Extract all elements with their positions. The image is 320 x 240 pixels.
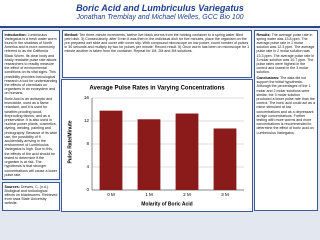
y-axis-label: Pulse Rate/Minute xyxy=(67,120,73,163)
conclusions: Conclusions: The data did not support th… xyxy=(257,76,316,135)
text: Ten three-minute increments, twelve live… xyxy=(64,32,250,54)
x-tick-label: 1 M xyxy=(145,192,153,197)
bar xyxy=(213,128,237,190)
text: The average pulse rate in spring water w… xyxy=(256,32,315,75)
text: Lumbriculus Variegatus is a fresh water … xyxy=(4,32,58,96)
x-tick-label: 0 M xyxy=(107,192,115,197)
results-conclusions: Results: The average pulse rate in sprin… xyxy=(254,30,318,211)
introduction: Introduction: Lumbriculus Variegatus is … xyxy=(2,30,60,180)
y-tick-label: 12 xyxy=(84,118,90,123)
heading: Conclusions: xyxy=(256,76,280,81)
header: Boric Acid and Lumbriculus Variegatus Jo… xyxy=(0,0,320,28)
x-axis-label: Molarity of Boric Acid xyxy=(141,201,193,207)
text: The data did not support the initial hyp… xyxy=(256,76,315,135)
heading: Results: xyxy=(256,32,271,37)
poster: Boric Acid and Lumbriculus Variegatus Jo… xyxy=(0,0,320,213)
heading: Method: xyxy=(64,32,79,37)
heading: Introduction: xyxy=(4,32,27,37)
y-tick-label: 4 xyxy=(86,164,89,169)
chart-title: Average Pulse Rates in Varying Concentra… xyxy=(89,86,225,92)
y-tick-label: 0 xyxy=(86,187,89,192)
x-tick-label: 3 M xyxy=(221,192,229,197)
bar xyxy=(99,110,123,190)
y-tick-label: 8 xyxy=(86,141,89,146)
chart: Average Pulse Rates in Varying Concentra… xyxy=(61,79,253,212)
intro-paragraph: Introduction: Lumbriculus Variegatus is … xyxy=(5,33,58,96)
text: Drewes, C. (n.d.). Biological and toxico… xyxy=(4,184,58,206)
results: Results: The average pulse rate in sprin… xyxy=(257,33,316,75)
sources: Sources: Drewes, C. (n.d.). Biological a… xyxy=(2,182,60,211)
heading: Sources: xyxy=(4,184,20,189)
x-tick-label: 2 M xyxy=(183,192,191,197)
bar xyxy=(175,113,199,190)
title: Boric Acid and Lumbriculus Variegatus xyxy=(76,3,244,13)
y-tick-label: 16 xyxy=(84,95,90,100)
bar xyxy=(137,119,161,190)
authors: Jonathan Tremblay and Michael Welles, GC… xyxy=(76,14,244,21)
method: Method: Ten three-minute increments, twe… xyxy=(62,30,252,78)
intro-paragraph: Boric Acid is an antiseptic and insectic… xyxy=(4,97,58,177)
